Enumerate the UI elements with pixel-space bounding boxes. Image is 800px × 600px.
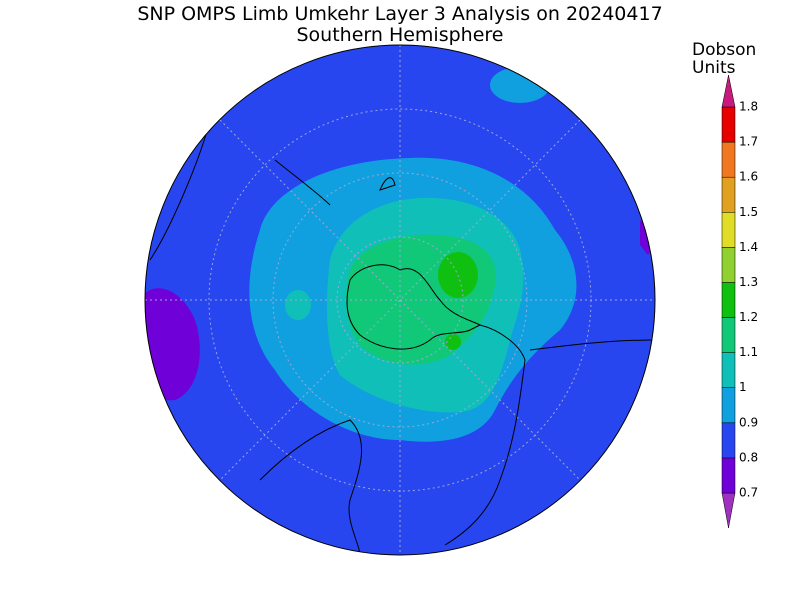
colorbar-box (721, 282, 736, 318)
colorbar-tick-label: 0.9 (739, 415, 758, 429)
colorbar-box (721, 317, 736, 353)
colorbar-box (721, 247, 736, 283)
colorbar-box (721, 212, 736, 248)
colorbar-box (721, 457, 736, 494)
map-border (144, 44, 656, 556)
colorbar-tick-label: 1.5 (739, 205, 758, 219)
colorbar-box (721, 176, 736, 213)
colorbar-tick-label: 1.1 (739, 345, 758, 359)
colorbar-box (721, 141, 736, 178)
colorbar-box (721, 106, 736, 143)
colorbar-tick-label: 1.3 (739, 275, 758, 289)
colorbar-tick-label: 1.6 (739, 170, 758, 184)
colorbar-tick-label: 1.2 (739, 310, 758, 324)
colorbar-box (721, 422, 736, 459)
colorbar-tick-label: 1.8 (739, 100, 758, 114)
map (145, 45, 655, 555)
colorbar-label: Dobson (692, 40, 756, 60)
colorbar-box (721, 352, 736, 388)
colorbar-under (721, 492, 736, 529)
colorbar-box (721, 387, 736, 424)
colorbar-tick-label: 0.7 (739, 486, 758, 500)
colorbar-tick-label: 1.7 (739, 135, 758, 149)
colorbar-tick-label: 1.4 (739, 240, 758, 254)
subtitle: Southern Hemisphere (296, 24, 503, 46)
colorbar-tick-label: 0.8 (739, 450, 758, 464)
colorbar-over (721, 74, 736, 108)
colorbar-label: Units (692, 58, 736, 78)
title: SNP OMPS Limb Umkehr Layer 3 Analysis on… (137, 3, 662, 25)
colorbar-tick-label: 1 (739, 380, 747, 394)
